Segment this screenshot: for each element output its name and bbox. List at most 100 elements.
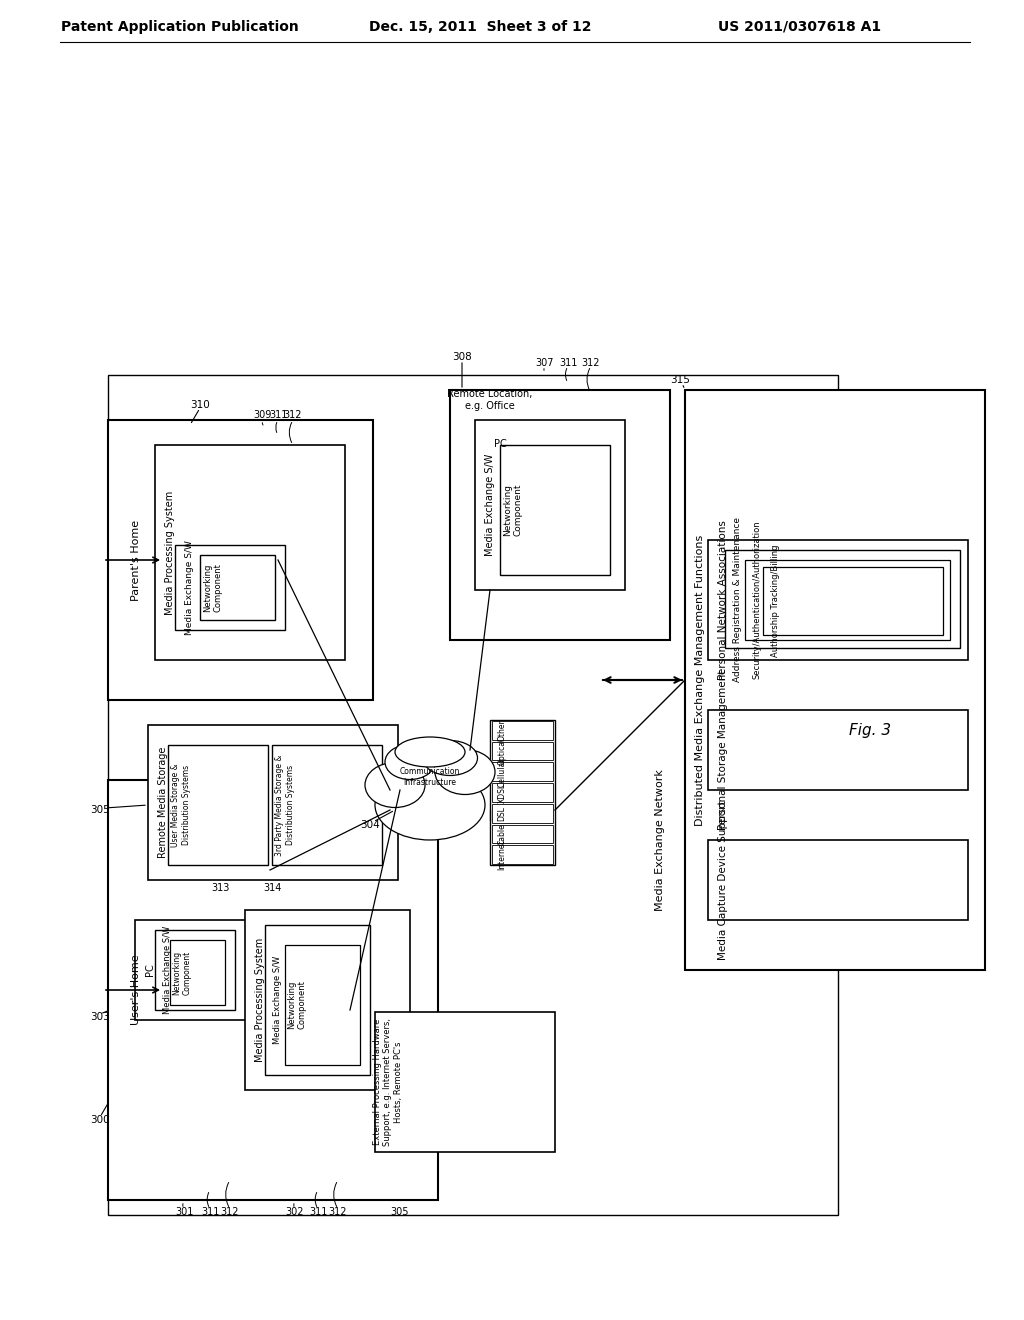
FancyBboxPatch shape: [245, 909, 410, 1090]
Text: External Processing Hardware
Support, e.g. Internet Servers,
Hosts, Remote PC's: External Processing Hardware Support, e.…: [373, 1018, 402, 1146]
Text: Address Registration & Maintenance: Address Registration & Maintenance: [733, 516, 742, 681]
Text: DSL: DSL: [498, 805, 507, 821]
Ellipse shape: [375, 770, 485, 840]
Text: Authorship Tracking/Billing: Authorship Tracking/Billing: [770, 545, 779, 657]
Text: 311: 311: [269, 411, 287, 420]
Text: Security/Authentication/Authorization: Security/Authentication/Authorization: [753, 520, 762, 680]
Ellipse shape: [385, 744, 435, 780]
FancyBboxPatch shape: [708, 710, 968, 789]
FancyBboxPatch shape: [763, 568, 943, 635]
FancyBboxPatch shape: [148, 725, 398, 880]
Text: Media Exchange S/W: Media Exchange S/W: [485, 454, 495, 556]
Text: 312: 312: [221, 1206, 240, 1217]
Text: Media Exchange Network: Media Exchange Network: [655, 770, 665, 911]
Text: Communication
Infrastructure: Communication Infrastructure: [399, 767, 460, 787]
FancyBboxPatch shape: [685, 389, 985, 970]
Text: 309: 309: [254, 411, 272, 420]
Text: PC: PC: [494, 440, 507, 449]
Text: Optical: Optical: [498, 738, 507, 764]
Text: Media Capture Device Support: Media Capture Device Support: [718, 800, 728, 960]
Text: 311: 311: [201, 1206, 219, 1217]
Text: Media Exchange S/W: Media Exchange S/W: [185, 540, 195, 635]
Text: User's Home: User's Home: [131, 954, 141, 1026]
FancyBboxPatch shape: [108, 375, 838, 1214]
Text: Media Processing System: Media Processing System: [255, 939, 265, 1063]
FancyBboxPatch shape: [490, 719, 555, 865]
Text: 313: 313: [211, 883, 229, 894]
FancyBboxPatch shape: [492, 845, 553, 865]
Text: 310: 310: [190, 400, 210, 411]
FancyBboxPatch shape: [265, 925, 370, 1074]
Text: Remote Location,
e.g. Office: Remote Location, e.g. Office: [447, 389, 532, 411]
Text: Distributed Media Exchange Management Functions: Distributed Media Exchange Management Fu…: [695, 535, 705, 825]
Text: 300: 300: [90, 1115, 110, 1125]
FancyBboxPatch shape: [155, 445, 345, 660]
FancyBboxPatch shape: [708, 840, 968, 920]
Text: Fig. 3: Fig. 3: [849, 722, 891, 738]
Text: Media Exchange S/W: Media Exchange S/W: [273, 956, 283, 1044]
Text: 303: 303: [90, 1012, 110, 1022]
Text: Networking
Component: Networking Component: [504, 483, 522, 536]
Text: 308: 308: [453, 352, 472, 362]
Text: 312: 312: [329, 1206, 347, 1217]
Text: 312: 312: [582, 358, 600, 368]
Text: Dec. 15, 2011  Sheet 3 of 12: Dec. 15, 2011 Sheet 3 of 12: [369, 20, 591, 34]
Text: Personal Storage Management: Personal Storage Management: [718, 669, 728, 830]
Text: Networking
Component: Networking Component: [288, 981, 307, 1030]
FancyBboxPatch shape: [108, 420, 373, 700]
Text: US 2011/0307618 A1: US 2011/0307618 A1: [719, 20, 882, 34]
FancyBboxPatch shape: [708, 540, 968, 660]
FancyBboxPatch shape: [200, 554, 275, 620]
FancyBboxPatch shape: [285, 945, 360, 1065]
FancyBboxPatch shape: [175, 545, 285, 630]
FancyBboxPatch shape: [155, 931, 234, 1010]
Text: 3rd Party Media Storage &
Distribution Systems: 3rd Party Media Storage & Distribution S…: [275, 754, 295, 855]
Text: Cable: Cable: [498, 824, 507, 845]
FancyBboxPatch shape: [475, 420, 625, 590]
FancyBboxPatch shape: [492, 825, 553, 843]
Ellipse shape: [365, 763, 425, 808]
Text: Patent Application Publication: Patent Application Publication: [61, 20, 299, 34]
Text: User Media Storage &
Distribution Systems: User Media Storage & Distribution System…: [171, 763, 190, 847]
Text: 311: 311: [309, 1206, 328, 1217]
FancyBboxPatch shape: [170, 940, 225, 1005]
Text: Networking
Component: Networking Component: [172, 950, 191, 995]
Text: Personal Network Associations: Personal Network Associations: [718, 520, 728, 680]
Text: XDSL: XDSL: [498, 783, 507, 803]
FancyBboxPatch shape: [492, 721, 553, 739]
Text: 301: 301: [175, 1206, 194, 1217]
Text: 302: 302: [286, 1206, 304, 1217]
Text: Internet: Internet: [498, 840, 507, 870]
FancyBboxPatch shape: [108, 780, 438, 1200]
FancyBboxPatch shape: [135, 920, 295, 1020]
Text: 315: 315: [670, 375, 690, 385]
FancyBboxPatch shape: [375, 1012, 555, 1152]
Text: Remote Media Storage: Remote Media Storage: [158, 747, 168, 858]
Text: 312: 312: [284, 411, 302, 420]
FancyBboxPatch shape: [168, 744, 268, 865]
FancyBboxPatch shape: [745, 560, 950, 640]
Text: 305: 305: [391, 1206, 410, 1217]
FancyBboxPatch shape: [492, 804, 553, 822]
Text: 307: 307: [536, 358, 554, 368]
FancyBboxPatch shape: [492, 783, 553, 801]
FancyBboxPatch shape: [725, 550, 961, 648]
Text: Networking
Component: Networking Component: [204, 564, 222, 612]
Text: Parent's Home: Parent's Home: [131, 520, 141, 601]
FancyBboxPatch shape: [492, 742, 553, 760]
FancyBboxPatch shape: [500, 445, 610, 576]
Text: PC: PC: [145, 964, 155, 977]
Text: 304: 304: [360, 820, 380, 830]
Text: Media Processing System: Media Processing System: [165, 490, 175, 615]
FancyBboxPatch shape: [272, 744, 382, 865]
Ellipse shape: [423, 741, 477, 776]
Text: 305: 305: [90, 805, 110, 814]
FancyBboxPatch shape: [450, 389, 670, 640]
Text: Other: Other: [498, 719, 507, 742]
Text: 311: 311: [559, 358, 578, 368]
Text: Media Exchange S/W: Media Exchange S/W: [164, 925, 172, 1014]
Text: 314: 314: [263, 883, 282, 894]
Text: Cellular: Cellular: [498, 758, 507, 787]
FancyBboxPatch shape: [492, 763, 553, 781]
Ellipse shape: [395, 737, 465, 767]
